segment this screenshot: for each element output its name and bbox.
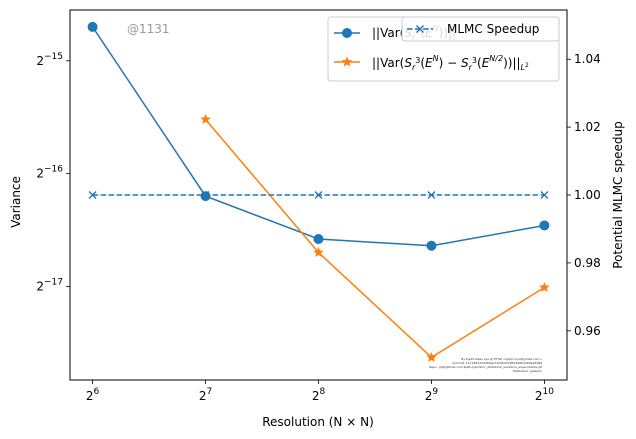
x-tick-label-3: 29 xyxy=(425,387,439,403)
y-right-tick-label-0: 0.96 xyxy=(574,324,601,338)
legend-marker-0 xyxy=(342,28,352,38)
data-point-s2-2 xyxy=(314,191,323,199)
x-tick-label-1: 27 xyxy=(199,387,212,403)
legend-marker-1 xyxy=(341,56,353,67)
data-point-s1-0 xyxy=(200,113,211,125)
y-left-tick-label-1: 2−16 xyxy=(36,165,63,181)
data-point-s0-3 xyxy=(426,240,437,251)
data-point-s1-3 xyxy=(539,281,550,293)
data-point-s2-3 xyxy=(427,191,436,199)
x-tick-label-2: 28 xyxy=(312,387,326,403)
credits-block: By Kjetil Olsen Lye @ ETHZ <kjetil.o.lye… xyxy=(429,357,542,373)
y-right-tick-label-4: 1.04 xyxy=(574,52,601,66)
data-point-s2-0 xyxy=(88,191,97,199)
axes: 26 27 28 29 210 2−15 2−16 2−17 0.96 0.98 1.00 1.02 1… xyxy=(36,9,601,403)
y-right-tick-label-1: 0.98 xyxy=(574,256,601,270)
legend-box-right xyxy=(401,16,560,42)
data-point-s0-1 xyxy=(200,191,211,202)
credits-line-2: Repo: git@github.com:kjetil-lye/mlmc_sta… xyxy=(429,365,542,369)
credits-line-3: Hostname: galerkin xyxy=(513,369,543,373)
data-point-s2-1 xyxy=(201,191,210,199)
legend-label-2: MLMC Speedup xyxy=(447,22,539,36)
x-axis-label: Resolution (N × N) xyxy=(262,415,374,429)
y-right-tick-label-3: 1.02 xyxy=(574,120,601,134)
data-point-s1-1 xyxy=(313,246,324,258)
credits-line-0: By Kjetil Olsen Lye @ ETHZ <kjetil.o.lye… xyxy=(461,357,542,361)
plot-area xyxy=(87,21,550,363)
data-point-s2-4 xyxy=(540,191,549,199)
y-left-tick-label-2: 2−17 xyxy=(36,277,63,293)
credits-line-1: Commit: 1111581d2dd8dee7220b4d7967268b43… xyxy=(452,361,542,365)
legend-marker-2 xyxy=(416,25,424,33)
y-left-tick-label-0: 2−15 xyxy=(36,52,63,68)
data-point-s1-2 xyxy=(426,351,437,363)
y-axis-right-label: Potential MLMC speedup xyxy=(611,121,625,268)
legend-label-1: ||Var(Sr3(EN) − Sr3(EN/2))||L2 xyxy=(372,54,529,72)
series-line-1 xyxy=(204,118,545,359)
x-tick-label-4: 210 xyxy=(535,387,554,403)
x-tick-label-0: 26 xyxy=(86,387,100,403)
watermark-text: @1131 xyxy=(127,22,170,36)
data-point-s0-4 xyxy=(539,220,550,231)
data-point-s0-2 xyxy=(313,233,324,244)
data-point-s0-0 xyxy=(87,21,98,32)
legend: ||Var(Sr3(EN))||||Var(Sr3(EN) − Sr3(EN/2… xyxy=(327,16,560,82)
y-axis-left-label: Variance xyxy=(9,176,23,228)
y-right-tick-label-2: 1.00 xyxy=(574,188,601,202)
